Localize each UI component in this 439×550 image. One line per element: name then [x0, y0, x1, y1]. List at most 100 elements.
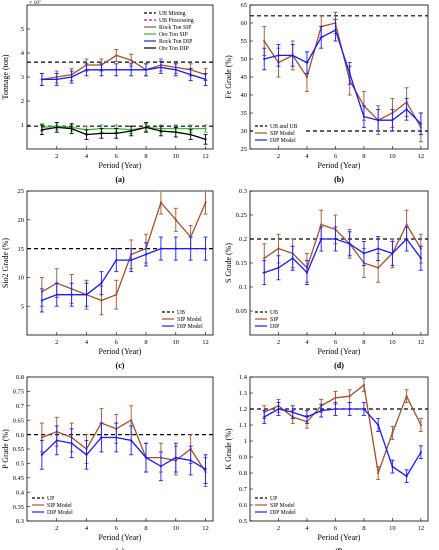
series-dip-model	[39, 422, 208, 485]
y-tick-label: 0.6	[239, 502, 248, 509]
y-tick-label: 1.3	[239, 390, 247, 397]
series-line	[41, 54, 206, 81]
data-point	[189, 247, 192, 250]
y-tick-label: 0.45	[13, 475, 24, 482]
x-tick-label: 12	[202, 525, 209, 532]
y-tick-label: 0.75	[13, 389, 24, 396]
data-point	[263, 271, 266, 274]
legend-label: DIP Model	[270, 138, 296, 144]
y-tick-label: 2	[21, 98, 24, 105]
panel-label: (e)	[116, 547, 125, 550]
series-dip-model	[262, 402, 423, 484]
y-tick-label: 30	[241, 128, 248, 135]
x-tick-label: 8	[144, 339, 147, 346]
data-point	[55, 126, 58, 129]
data-point	[85, 133, 88, 136]
data-point	[263, 415, 266, 419]
y-axis-label: S Grade (%)	[224, 243, 233, 283]
y-tick-label: 20	[18, 217, 25, 224]
x-tick-label: 10	[173, 153, 180, 160]
data-point	[419, 423, 422, 427]
y-tick-label: 0.5	[16, 461, 24, 468]
data-point	[70, 442, 73, 445]
y-tick-label: 1.4	[239, 374, 248, 381]
data-point	[291, 411, 294, 414]
data-point	[405, 108, 408, 111]
data-point	[405, 237, 408, 241]
data-layer	[27, 48, 213, 145]
x-axis-label: Period (Year)	[99, 347, 142, 356]
data-point	[100, 436, 103, 439]
data-point	[40, 299, 43, 302]
legend-label: UB Mining	[159, 11, 186, 17]
data-point	[277, 266, 280, 269]
x-tick-label: 12	[418, 339, 425, 346]
y-tick-label: 25	[241, 146, 248, 153]
legend-label: SIP Model	[47, 503, 72, 509]
data-point	[40, 436, 43, 439]
y-tick-label: 10	[18, 275, 25, 282]
data-point	[174, 131, 177, 134]
y-tick-label: 0.7	[239, 486, 248, 493]
data-point	[159, 247, 163, 250]
data-point	[40, 128, 43, 131]
data-point	[55, 439, 58, 442]
x-tick-label: 4	[305, 153, 309, 160]
y-tick-label: 0.35	[13, 504, 24, 511]
x-tick-label: 12	[418, 525, 425, 532]
x-tick-label: 10	[173, 525, 180, 532]
data-point	[189, 73, 192, 76]
panel-f: 2 4 6 8 10 12 0.5 0.6 0.7 0.8 0.9 1 1.1 1.2 1.3 1.4 Peri…	[224, 374, 429, 550]
y-tick-label: 0.7	[16, 403, 25, 410]
data-point	[159, 129, 163, 133]
data-layer	[250, 209, 428, 286]
data-point	[115, 293, 118, 296]
data-point	[391, 465, 394, 468]
data-point	[130, 59, 133, 62]
x-tick-label: 8	[362, 339, 365, 346]
x-tick-label: 8	[362, 153, 365, 160]
series-dip-model	[262, 18, 423, 136]
data-point	[204, 201, 207, 204]
data-point	[174, 456, 177, 459]
x-tick-label: 2	[277, 153, 280, 160]
x-axis-label: Period (Year)	[99, 533, 142, 542]
x-tick-label: 10	[173, 339, 180, 346]
data-point	[115, 259, 118, 262]
y-tick-label: 0.5	[239, 518, 247, 525]
panel-b: 2 4 6 8 10 12 25 30 35 40 45 50 55 60 65 Period (Year) F…	[224, 2, 429, 184]
x-tick-label: 8	[144, 153, 147, 160]
data-point	[277, 54, 280, 57]
x-tick-label: 8	[144, 525, 147, 532]
data-point	[115, 68, 118, 71]
y-tick-label: 50	[241, 56, 248, 63]
y-tick-label: 1.1	[239, 422, 247, 429]
data-point	[277, 407, 280, 411]
y-tick-label: 0.9	[239, 454, 247, 461]
y-tick-label: 1	[21, 122, 24, 129]
x-tick-label: 4	[85, 153, 89, 160]
x-tick-label: 8	[362, 525, 365, 532]
data-point	[100, 282, 103, 285]
data-point	[174, 218, 177, 221]
y-tick-label: 60	[241, 20, 248, 27]
legend-label: SIP Model	[270, 131, 295, 137]
data-point	[263, 57, 266, 61]
y-tick-label: 25	[18, 188, 25, 195]
legend-label: UB	[270, 310, 278, 316]
legend-label: SIP Model	[270, 503, 295, 509]
data-point	[130, 419, 133, 422]
data-point	[291, 54, 294, 57]
data-point	[277, 247, 280, 250]
x-tick-label: 6	[115, 339, 119, 346]
data-point	[362, 252, 366, 255]
legend-label: Rock Ton SIP	[159, 25, 191, 31]
data-point	[362, 407, 366, 411]
x-tick-label: 6	[115, 525, 119, 532]
legend-label: DIP Model	[177, 324, 203, 330]
data-point	[70, 293, 73, 296]
x-tick-label: 10	[389, 339, 396, 346]
x-tick-label: 2	[55, 339, 58, 346]
